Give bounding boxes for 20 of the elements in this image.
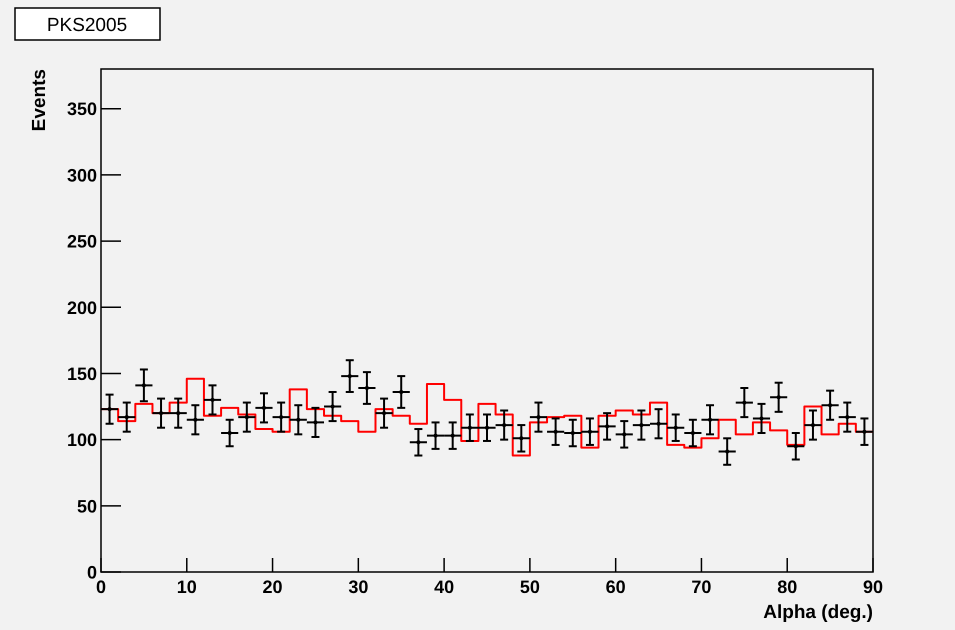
x-tick-label: 40 <box>434 577 454 597</box>
x-tick-label: 80 <box>777 577 798 597</box>
y-tick-label: 0 <box>86 562 97 582</box>
x-tick-label: 30 <box>348 577 368 597</box>
x-tick-label: 10 <box>176 577 197 597</box>
x-tick-label: 70 <box>691 577 712 597</box>
y-tick-label: 150 <box>66 364 97 384</box>
y-axis-title: Events <box>29 69 50 132</box>
y-tick-label: 300 <box>66 165 97 186</box>
x-axis-title: Alpha (deg.) <box>763 602 873 623</box>
y-tick-label: 200 <box>66 298 97 318</box>
y-tick-label: 50 <box>76 496 97 516</box>
x-tick-label: 50 <box>520 577 540 597</box>
x-tick-label: 60 <box>606 577 626 597</box>
y-tick-label: 100 <box>66 430 97 450</box>
y-tick-label: 250 <box>66 232 97 252</box>
x-tick-label: 20 <box>262 577 283 597</box>
x-tick-label: 90 <box>862 577 884 597</box>
y-tick-label: 350 <box>66 99 97 120</box>
chart-title: PKS2005 <box>46 15 128 36</box>
